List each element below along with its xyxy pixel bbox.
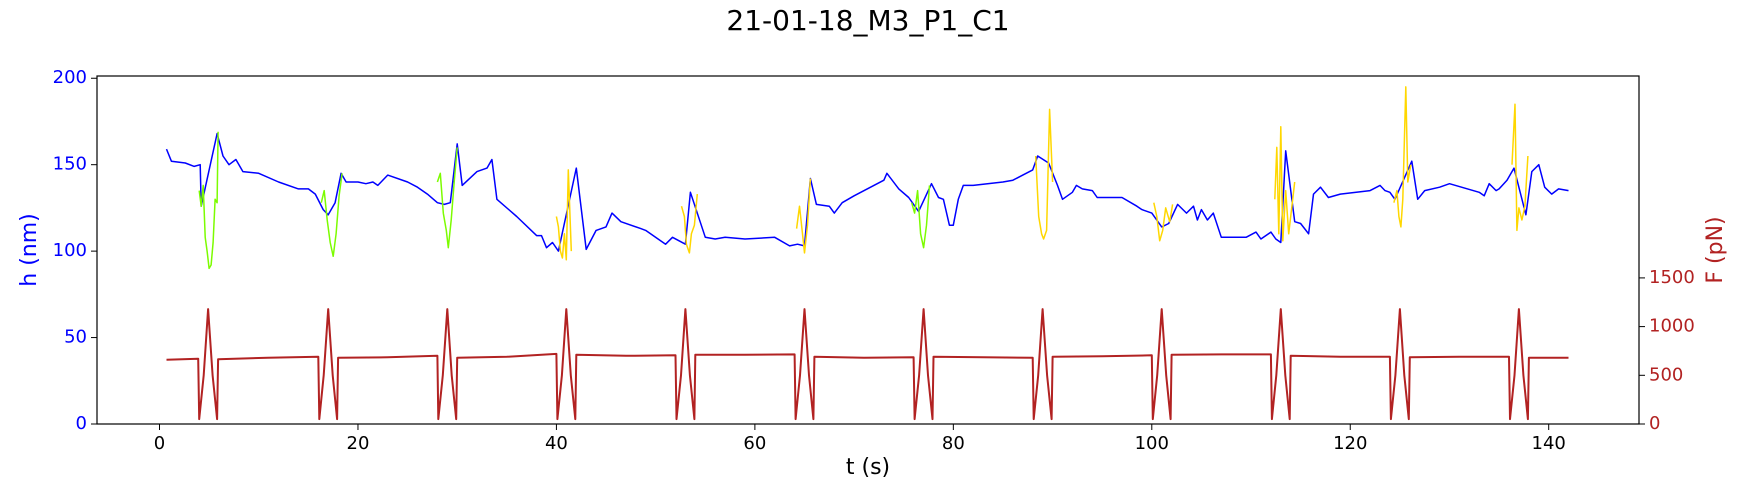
data-line: [165, 132, 1569, 252]
y2-tick-label: 1000: [1649, 316, 1695, 337]
y2-axis-label: F (pN): [1703, 216, 1728, 283]
plot-frame: [96, 75, 1640, 425]
data-line: [555, 86, 1529, 261]
x-axis-label: t (s): [846, 455, 890, 480]
y-tick-label: 0: [76, 413, 87, 434]
x-tick-label: 60: [743, 433, 766, 454]
y-tick-label: 100: [53, 240, 87, 261]
x-tick-label: 40: [545, 433, 568, 454]
x-tick-label: 20: [347, 433, 370, 454]
y2-tick-label: 0: [1649, 413, 1660, 434]
y-tick-label: 150: [53, 154, 87, 175]
chart-title: 21-01-18_M3_P1_C1: [726, 4, 1009, 37]
y2-tick-label: 500: [1649, 364, 1683, 385]
x-tick-label: 0: [154, 433, 165, 454]
data-line: [198, 131, 931, 270]
y-axis-label: h (nm): [17, 213, 42, 286]
x-tick-label: 120: [1333, 433, 1367, 454]
x-tick-label: 80: [942, 433, 965, 454]
x-tick-label: 140: [1532, 433, 1566, 454]
y2-tick-label: 1500: [1649, 267, 1695, 288]
x-tick-label: 100: [1135, 433, 1169, 454]
y-tick-label: 50: [64, 327, 87, 348]
y-tick-label: 200: [53, 67, 87, 88]
data-line: [166, 308, 1569, 421]
